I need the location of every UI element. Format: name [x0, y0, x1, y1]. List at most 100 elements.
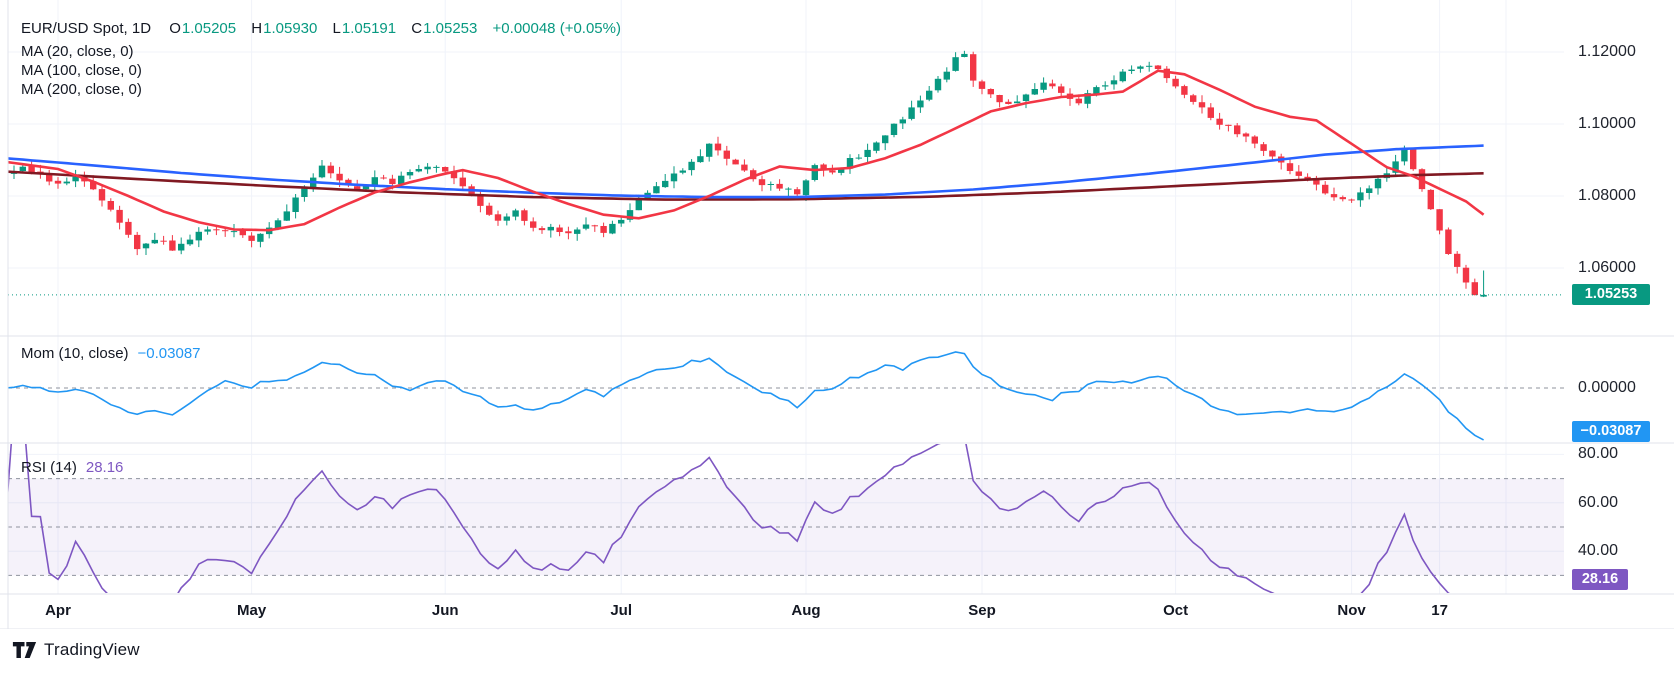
candle-body: [882, 135, 889, 144]
candle-body: [424, 166, 431, 170]
candle-body: [486, 205, 493, 215]
candle-body: [1471, 282, 1478, 296]
candle-body: [362, 185, 370, 190]
candle-body: [327, 165, 334, 174]
ma200-line: [8, 170, 1484, 201]
candle-body: [1128, 69, 1135, 71]
candle-body: [345, 179, 352, 186]
tradingview-logo[interactable]: TradingView: [12, 640, 140, 660]
candle-body: [1084, 93, 1091, 104]
candle-body: [794, 189, 801, 195]
candle-body: [1401, 148, 1408, 162]
candle-body: [1137, 66, 1144, 69]
rsi-legend: RSI (14) 28.16: [21, 459, 123, 476]
candle-body: [714, 143, 722, 151]
candle-body: [811, 165, 818, 180]
candle-body: [1234, 125, 1241, 135]
candle-body: [160, 240, 167, 242]
candle-body: [1146, 65, 1153, 67]
candle-body: [116, 209, 123, 223]
indicator-level-lines: [8, 387, 1564, 576]
candle-body: [1014, 101, 1021, 104]
candle-body: [574, 229, 581, 234]
candle-body: [767, 184, 774, 185]
candle-body: [670, 173, 678, 182]
candle-body: [679, 170, 686, 173]
rsi-value: 28.16: [85, 459, 124, 476]
candle-body: [54, 180, 62, 184]
candle-body: [72, 176, 79, 182]
candle-body: [662, 180, 669, 188]
time-axis-label: Apr: [45, 602, 71, 619]
candle-body: [1225, 124, 1232, 126]
candle-body: [1031, 89, 1038, 95]
candle-body: [1445, 229, 1452, 254]
candle-body: [530, 221, 537, 228]
candle-body: [917, 100, 924, 108]
candle-body: [204, 229, 211, 232]
time-axis-label: Aug: [791, 602, 821, 619]
ma100-line: [8, 144, 1484, 199]
candle-body: [406, 172, 414, 176]
momentum-label: Mom (10, close): [21, 345, 129, 362]
candle-body: [37, 171, 44, 173]
candle-body: [970, 54, 977, 81]
candle-body: [1304, 176, 1311, 179]
candle-body: [1427, 189, 1434, 210]
candle-body: [1374, 178, 1382, 189]
axis-label: 1.10000: [1578, 115, 1636, 132]
candle-body: [1454, 253, 1461, 267]
axis-label: 1.08000: [1578, 187, 1636, 204]
candle-body: [1242, 133, 1250, 137]
candle-body: [987, 89, 994, 95]
candle-body: [1093, 87, 1100, 94]
rsi-badge: 28.16: [1572, 569, 1628, 590]
candle-body: [477, 194, 484, 206]
candle-body: [1410, 147, 1417, 170]
candle-body: [257, 233, 264, 242]
candle-body: [547, 226, 554, 231]
axis-label: 0.00000: [1578, 379, 1636, 396]
candle-body: [1436, 209, 1443, 231]
candle-body: [151, 239, 158, 244]
symbol-title: EUR/USD Spot, 1D: [21, 20, 152, 37]
candle-body: [1330, 194, 1338, 198]
candle-body: [820, 164, 827, 171]
candle-body: [582, 224, 590, 229]
time-axis-label: 17: [1431, 602, 1448, 619]
momentum-line: [8, 351, 1484, 441]
candle-body: [943, 71, 950, 80]
candle-body: [389, 178, 396, 185]
candle-body: [723, 150, 730, 159]
candle-body: [503, 216, 510, 221]
candle-body: [380, 177, 387, 179]
axis-label: 60.00: [1578, 493, 1619, 511]
ma200-legend: MA (200, close, 0): [21, 81, 142, 98]
candle-body: [1005, 101, 1012, 104]
candle-body: [873, 142, 880, 151]
candle-body: [1163, 68, 1170, 79]
change-value: +0.00048 (+0.05%): [492, 20, 621, 37]
candle-body: [758, 179, 766, 186]
candle-body: [63, 181, 70, 184]
candle-body: [415, 169, 422, 172]
candle-body: [838, 169, 845, 173]
candle-body: [169, 240, 176, 251]
candle-body: [1392, 161, 1399, 173]
tradingview-logo-icon: [12, 641, 37, 659]
candle-body: [28, 166, 35, 173]
candle-body: [125, 221, 132, 235]
candle-body: [1357, 192, 1364, 201]
candle-body: [248, 235, 255, 241]
axis-label: 1.12000: [1578, 43, 1636, 60]
candle-body: [8, 166, 9, 174]
candle-body: [1251, 136, 1258, 144]
candle-body: [301, 188, 308, 197]
candle-body: [829, 170, 836, 173]
time-axis-label: Jul: [610, 602, 633, 619]
candle-body: [864, 149, 871, 157]
candle-body: [1198, 102, 1206, 108]
candle-body: [1322, 184, 1329, 194]
